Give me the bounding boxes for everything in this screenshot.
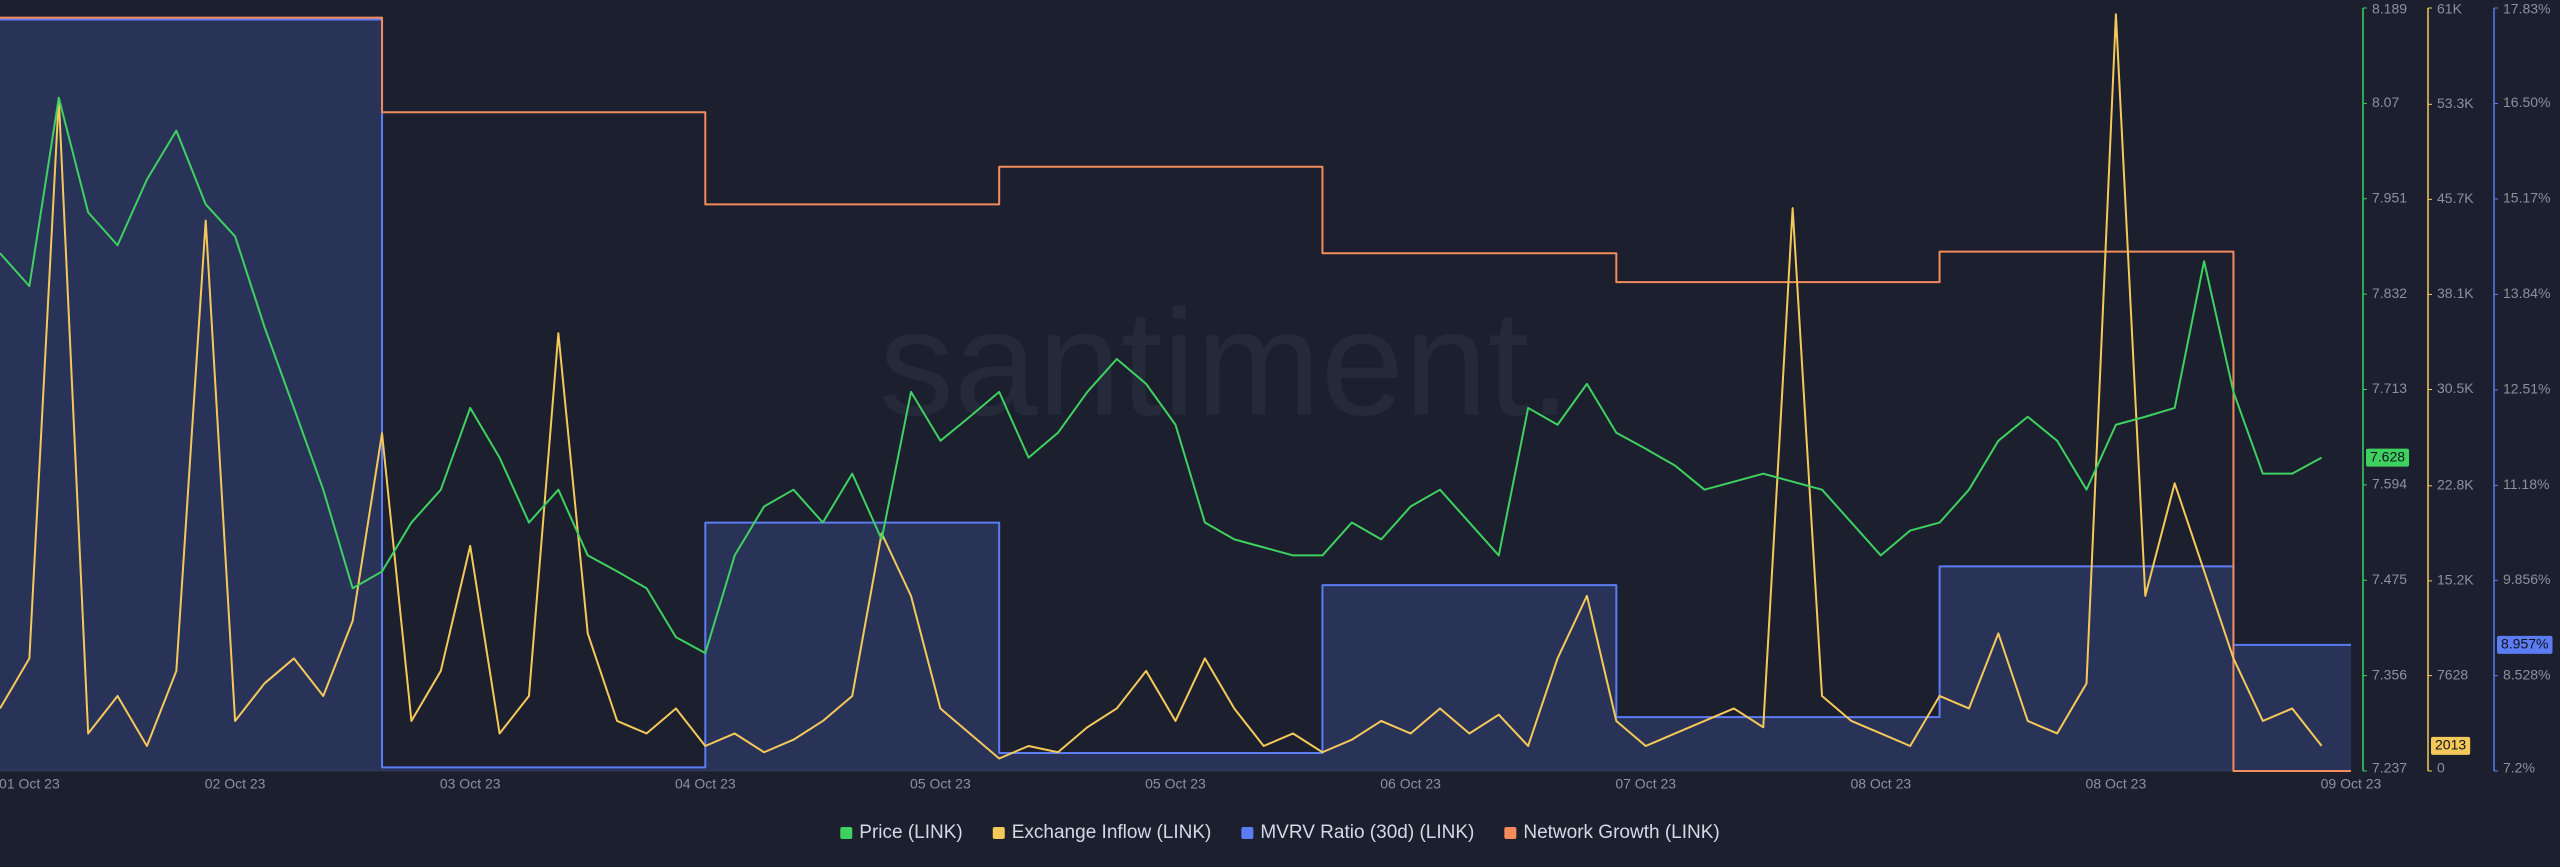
x-tick-label: 09 Oct 23: [2321, 776, 2382, 792]
y-tick-label: 30.5K: [2437, 380, 2474, 396]
legend-label: Exchange Inflow (LINK): [1012, 822, 1212, 843]
legend-item: Network Growth (LINK): [1504, 822, 1720, 843]
value-badge: 2013: [2431, 736, 2471, 755]
y-tick-label: 8.528%: [2503, 666, 2550, 682]
y-tick-label: 12.51%: [2503, 381, 2550, 397]
x-tick-label: 02 Oct 23: [205, 776, 266, 792]
x-tick-label: 06 Oct 23: [1380, 776, 1441, 792]
badge-box: [2497, 635, 2553, 654]
badge-box: [2366, 448, 2410, 467]
value-badge: 8.957%: [2497, 635, 2553, 654]
legend-swatch: [840, 827, 853, 839]
x-tick-label: 03 Oct 23: [440, 776, 501, 792]
series-line: [0, 13, 2323, 760]
y-tick-label: 9.856%: [2503, 571, 2550, 587]
badge-label: 2013: [2435, 737, 2466, 753]
y-tick-label: 11.18%: [2503, 476, 2549, 492]
y-tick-label: 7.713: [2372, 380, 2407, 396]
y-tick-label: 15.2K: [2437, 572, 2474, 588]
legend-label: MVRV Ratio (30d) (LINK): [1260, 822, 1474, 843]
y-tick-label: 7628: [2437, 666, 2468, 682]
x-tick-label: 05 Oct 23: [1145, 776, 1206, 792]
x-tick-label: 01 Oct 23: [0, 776, 60, 792]
y-tick-label: 53.3K: [2437, 95, 2474, 111]
badge-box: [2431, 736, 2471, 755]
legend: Price (LINK) Exchange Inflow (LINK) MVRV R…: [840, 822, 1720, 843]
legend-item: Price (LINK): [840, 822, 963, 843]
x-tick-label: 08 Oct 23: [2086, 776, 2147, 792]
y-tick-label: 7.832: [2372, 285, 2407, 301]
area-fill: [0, 19, 2351, 771]
y-tick-label: 45.7K: [2437, 190, 2474, 206]
y-tick-label: 38.1K: [2437, 285, 2474, 301]
x-tick-label: 07 Oct 23: [1615, 776, 1676, 792]
x-tick-label: 05 Oct 23: [910, 776, 971, 792]
y-tick-label: 8.07: [2372, 94, 2399, 110]
y-tick-label: 7.594: [2372, 476, 2407, 492]
legend-swatch: [1504, 827, 1517, 839]
y-tick-label: 61K: [2437, 1, 2463, 17]
watermark: santiment.: [879, 279, 1571, 447]
y-tick-label: 17.83%: [2503, 1, 2550, 17]
badge-label: 8.957%: [2501, 636, 2548, 652]
y-tick-label: 16.50%: [2503, 94, 2550, 110]
series-line: [0, 16, 2351, 772]
series-line: [0, 96, 2323, 655]
series-line: [0, 18, 2351, 769]
badge-label: 7.628: [2370, 448, 2405, 464]
y-tick-label: 8.189: [2372, 1, 2407, 17]
y-tick-label: 22.8K: [2437, 477, 2474, 493]
y-tick-label: 15.17%: [2503, 190, 2550, 206]
y-tick-label: 0: [2437, 760, 2445, 776]
legend-item: MVRV Ratio (30d) (LINK): [1241, 822, 1474, 843]
y-tick-label: 7.2%: [2503, 760, 2535, 776]
legend-label: Price (LINK): [859, 822, 962, 843]
legend-swatch: [992, 827, 1005, 839]
legend-swatch: [1241, 827, 1254, 839]
legend-label: Network Growth (LINK): [1523, 822, 1719, 843]
value-badge: 7.628: [2366, 448, 2410, 467]
y-tick-label: 13.84%: [2503, 285, 2550, 301]
y-tick-label: 7.951: [2372, 189, 2407, 205]
x-tick-label: 08 Oct 23: [1850, 776, 1911, 792]
legend-item: Exchange Inflow (LINK): [992, 822, 1212, 843]
y-tick-label: 7.356: [2372, 666, 2407, 682]
y-tick-label: 7.237: [2372, 760, 2407, 776]
x-tick-label: 04 Oct 23: [675, 776, 736, 792]
y-tick-label: 7.475: [2372, 571, 2407, 587]
